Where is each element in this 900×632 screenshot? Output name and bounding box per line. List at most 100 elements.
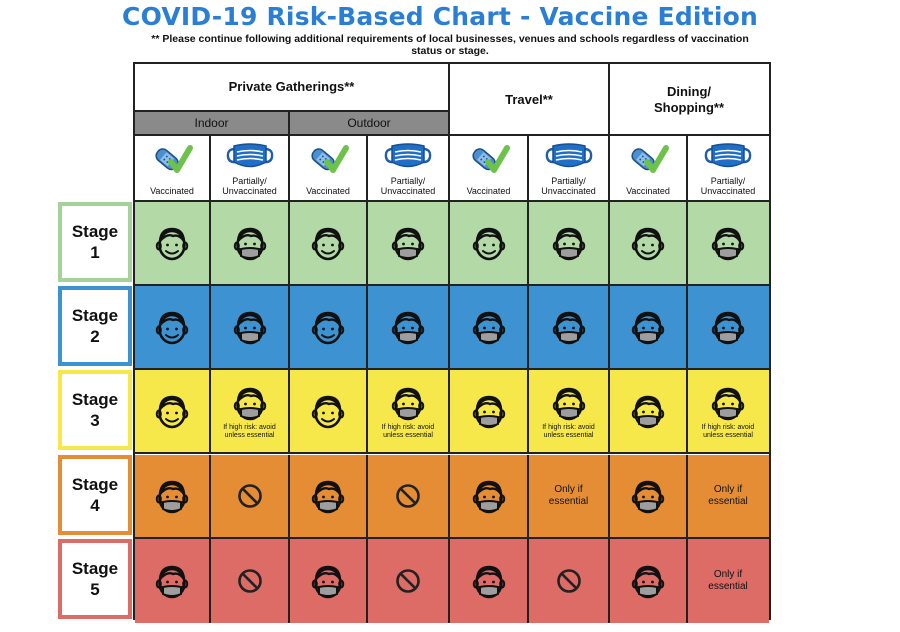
- risk-cell: [135, 455, 211, 537]
- stage-row: Only if essential Only if essential: [135, 455, 769, 539]
- risk-cell: [450, 286, 529, 368]
- page-subtitle: ** Please continue following additional …: [151, 33, 749, 57]
- smiling-face-icon: [471, 227, 506, 261]
- risk-cell: Only if essential: [688, 539, 768, 623]
- smiling-face-icon: [155, 311, 189, 345]
- risk-cell: [290, 455, 368, 537]
- risk-cell: [211, 455, 290, 537]
- risk-cell: Only if essential: [529, 455, 610, 537]
- risk-cell: [211, 286, 290, 368]
- masked-face-icon: [551, 311, 586, 345]
- cell-note: If high risk: avoid unless essential: [701, 423, 755, 439]
- risk-cell: [450, 539, 529, 623]
- risk-cell: [211, 539, 290, 623]
- masked-face-icon: [391, 387, 425, 420]
- risk-cell: [450, 370, 529, 452]
- masked-face-icon: [471, 395, 506, 429]
- masked-face-icon: [155, 480, 189, 514]
- masked-face-icon: [711, 387, 745, 420]
- risk-cell: [688, 202, 768, 284]
- risk-cell: [450, 202, 529, 284]
- risk-cell: [368, 286, 450, 368]
- column-header-label: Partially/ Unvaccinated: [222, 176, 277, 196]
- masked-face-icon: [233, 387, 267, 420]
- stage-row: Only if essential: [135, 539, 769, 623]
- category-dining-label: Dining/ Shopping**: [653, 84, 725, 115]
- prohibited-icon: [396, 569, 420, 593]
- risk-cell: [290, 202, 368, 284]
- masked-face-icon: [711, 311, 745, 345]
- risk-cell: [368, 202, 450, 284]
- prohibited-icon: [396, 484, 420, 508]
- bandage-check-icon: [305, 136, 351, 186]
- face-mask-icon: [543, 136, 595, 176]
- risk-cell: [368, 539, 450, 623]
- stage-label: Stage 4: [58, 455, 132, 535]
- risk-cell: [610, 455, 688, 537]
- cell-note: If high risk: avoid unless essential: [223, 423, 276, 439]
- stage-label-text: Stage 4: [71, 475, 119, 515]
- smiling-face-icon: [311, 395, 345, 429]
- column-header-vaccinated: Vaccinated: [450, 136, 529, 202]
- risk-cell: [135, 370, 211, 452]
- category-private-gatherings: Private Gatherings**: [135, 64, 450, 112]
- stage-label: Stage 2: [58, 286, 132, 366]
- smiling-face-icon: [155, 227, 189, 261]
- face-mask-icon: [382, 136, 434, 176]
- masked-face-icon: [631, 311, 665, 345]
- column-header-unvaccinated: Partially/ Unvaccinated: [368, 136, 450, 202]
- risk-cell: [610, 539, 688, 623]
- stage-row: If high risk: avoid unless essential If h…: [135, 370, 769, 454]
- masked-face-icon: [311, 565, 345, 599]
- masked-face-icon: [233, 311, 267, 345]
- risk-cell: [688, 286, 768, 368]
- bandage-check-icon: [466, 136, 512, 186]
- column-header-vaccinated: Vaccinated: [610, 136, 688, 202]
- column-header-label: Partially/ Unvaccinated: [541, 176, 596, 196]
- stage-label-text: Stage 1: [71, 222, 119, 262]
- risk-cell: If high risk: avoid unless essential: [211, 370, 290, 452]
- stage-label-text: Stage 5: [71, 559, 119, 599]
- column-header-vaccinated: Vaccinated: [135, 136, 211, 202]
- category-dining-shopping: Dining/ Shopping**: [610, 64, 768, 136]
- column-header-label: Vaccinated: [306, 186, 350, 196]
- cell-text: Only if essential: [708, 569, 748, 592]
- risk-cell: If high risk: avoid unless essential: [688, 370, 768, 452]
- masked-face-icon: [471, 480, 506, 514]
- smiling-face-icon: [155, 395, 189, 429]
- cell-text: Only if essential: [708, 484, 748, 507]
- column-header-unvaccinated: Partially/ Unvaccinated: [529, 136, 610, 202]
- risk-cell: [135, 539, 211, 623]
- stage-label: Stage 5: [58, 539, 132, 619]
- risk-cell: Only if essential: [688, 455, 768, 537]
- stage-label-text: Stage 3: [71, 390, 119, 430]
- stage-label-text: Stage 2: [71, 306, 119, 346]
- header-divider: [135, 134, 769, 136]
- masked-face-icon: [631, 565, 665, 599]
- masked-face-icon: [551, 387, 586, 420]
- masked-face-icon: [551, 227, 586, 261]
- column-header-divider: [135, 200, 769, 202]
- column-header-label: Partially/ Unvaccinated: [700, 176, 756, 196]
- masked-face-icon: [631, 395, 665, 429]
- risk-cell: [610, 370, 688, 452]
- stage-row: [135, 286, 769, 370]
- masked-face-icon: [155, 565, 189, 599]
- prohibited-icon: [237, 484, 262, 508]
- bandage-check-icon: [149, 136, 195, 186]
- risk-cell: [610, 286, 688, 368]
- risk-cell: [450, 455, 529, 537]
- risk-cell: [529, 539, 610, 623]
- subcategory-indoor: Indoor: [135, 112, 290, 134]
- masked-face-icon: [631, 480, 665, 514]
- masked-face-icon: [711, 227, 745, 261]
- face-mask-icon: [224, 136, 276, 176]
- column-header-label: Vaccinated: [466, 186, 511, 196]
- masked-face-icon: [471, 565, 506, 599]
- prohibited-icon: [556, 569, 581, 593]
- cell-text: Only if essential: [548, 484, 589, 507]
- column-header-vaccinated: Vaccinated: [290, 136, 368, 202]
- risk-cell: [211, 202, 290, 284]
- risk-cell: [135, 286, 211, 368]
- risk-cell: [290, 370, 368, 452]
